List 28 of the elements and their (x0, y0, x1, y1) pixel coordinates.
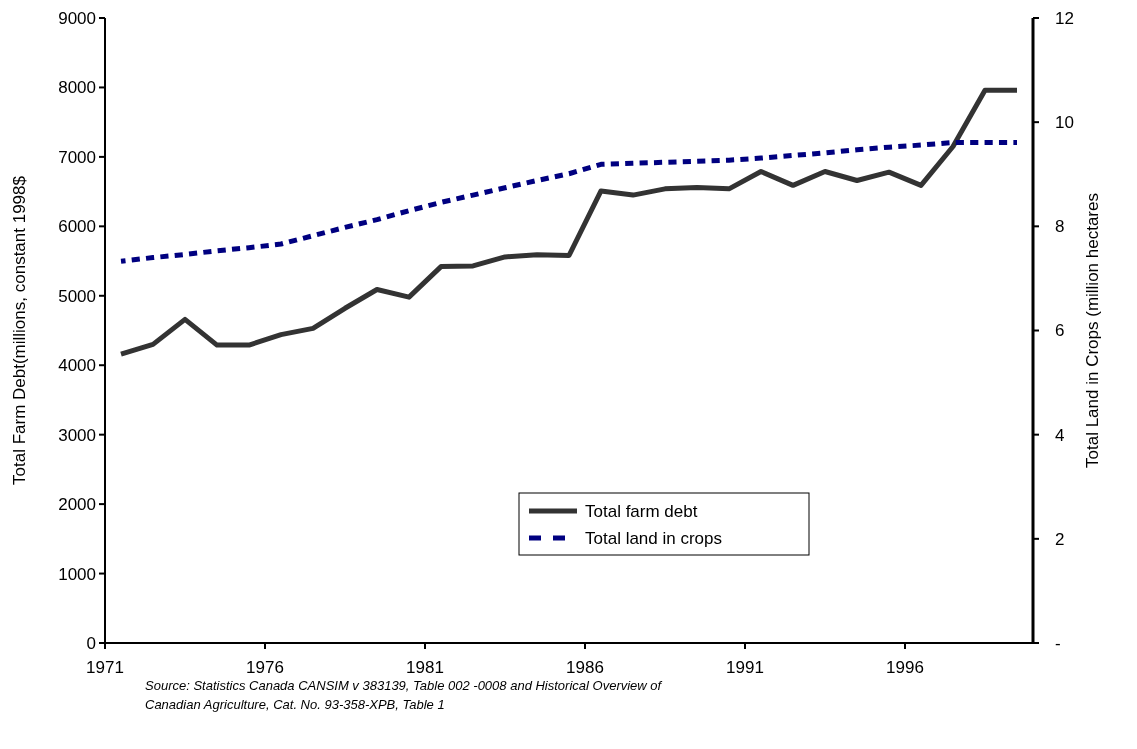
y2-tick-label: 2 (1055, 529, 1065, 549)
y2-tick-label: 6 (1055, 321, 1065, 341)
y-tick-label: 4000 (58, 356, 96, 376)
y-axis-title: Total Farm Debt(millions, constant 1998$ (10, 175, 29, 485)
x-tick-label: 1971 (86, 658, 124, 677)
x-tick-label: 1996 (886, 658, 924, 677)
x-tick-label: 1986 (566, 658, 604, 677)
legend-label: Total land in crops (585, 528, 723, 548)
source-note: Source: Statistics Canada CANSIM v 383139, Table 002 -0008 and Historical Overview of Canadian Agriculture, Cat. No. 93-358-XPB, Table 1 (145, 678, 663, 712)
y-tick-label: 8000 (58, 78, 96, 98)
legend-label: Total farm debt (585, 501, 698, 521)
y2-tick-label: 12 (1055, 8, 1074, 28)
x-tick-label: 1976 (246, 658, 284, 677)
y-tick-label: 5000 (58, 286, 96, 306)
x-tick-label: 1981 (406, 658, 444, 677)
y-tick-label: 2000 (58, 495, 96, 515)
y-tick-label: 9000 (58, 8, 96, 28)
y-tick-label: 1000 (58, 564, 96, 584)
y-tick-label: 0 (86, 633, 96, 653)
y2-tick-label: 8 (1055, 217, 1065, 237)
y-tick-label: 7000 (58, 147, 96, 167)
y2-tick-label: 10 (1055, 113, 1074, 133)
y-tick-label: 6000 (58, 217, 96, 237)
x-tick-label: 1991 (726, 658, 764, 677)
y2-tick-label: 4 (1055, 425, 1065, 445)
y-tick-label: 3000 (58, 425, 96, 445)
y2-tick-label: - (1055, 633, 1061, 653)
y2-axis-title: Total Land in Crops (million hectares (1083, 193, 1102, 468)
